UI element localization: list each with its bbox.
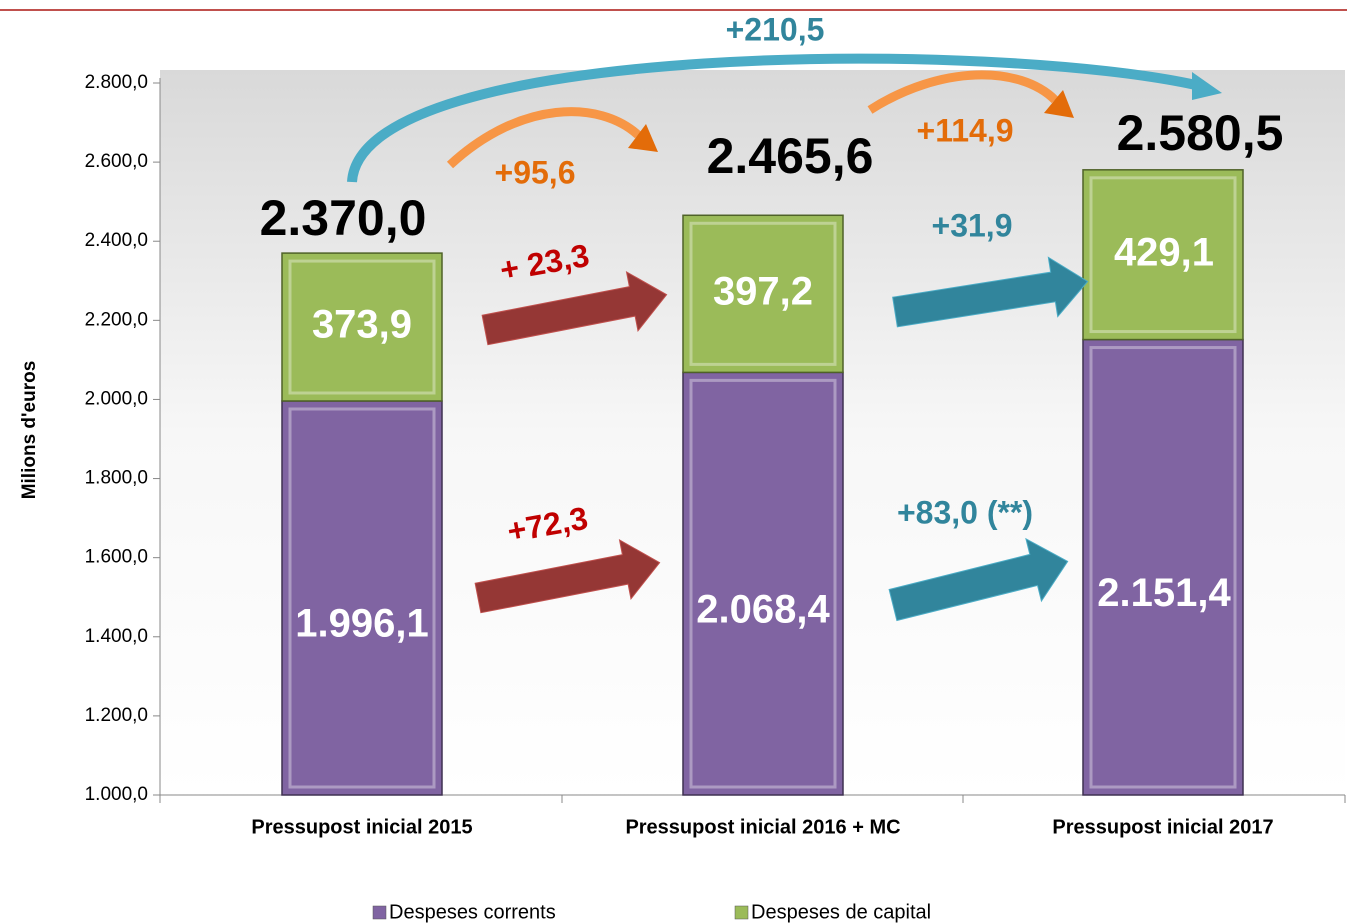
x-tick-label: Pressupost inicial 2017	[1052, 816, 1273, 838]
arc-arrow	[446, 107, 642, 169]
bar-segment	[1082, 338, 1244, 796]
value-label: 397,2	[713, 269, 813, 313]
arrow-head	[628, 124, 658, 152]
arc-arrow	[347, 53, 1202, 183]
y-tick-label: 1.400,0	[85, 626, 148, 647]
legend-swatch	[372, 905, 387, 920]
annotation: +83,0 (**)	[897, 494, 1033, 530]
bevel	[1089, 346, 1237, 789]
bevel	[1089, 176, 1237, 334]
x-tick-label: Pressupost inicial 2015	[251, 816, 472, 838]
bar-segment	[281, 252, 443, 402]
block-arrow	[888, 537, 1069, 622]
bar-segment	[682, 214, 844, 374]
annotation: +95,6	[495, 154, 576, 190]
y-tick-label: 1.800,0	[85, 468, 148, 489]
block-arrow	[892, 256, 1089, 328]
bar-segment	[682, 371, 844, 796]
value-label: 2.151,4	[1097, 571, 1231, 615]
value-label: 2.068,4	[696, 587, 830, 631]
arrow-head	[1192, 72, 1222, 100]
y-tick-label: 1.600,0	[85, 547, 148, 568]
value-label: 429,1	[1114, 230, 1214, 274]
y-axis-label: Milions d'euros	[19, 361, 40, 500]
legend-label: Despeses corrents	[389, 901, 556, 923]
bevel	[288, 407, 436, 789]
arc-arrow	[867, 70, 1059, 114]
annotation: +31,9	[932, 207, 1013, 243]
total-label: 2.580,5	[1117, 105, 1284, 161]
bar-segment	[281, 400, 443, 796]
total-label: 2.370,0	[260, 190, 427, 246]
annotation: +210,5	[726, 11, 825, 47]
value-label: 373,9	[312, 303, 412, 347]
bevel	[689, 221, 837, 366]
arrow-head	[1044, 90, 1074, 118]
legend-label: Despeses de capital	[751, 901, 931, 923]
legend-swatch	[734, 905, 749, 920]
total-label: 2.465,6	[707, 128, 874, 184]
annotation: +114,9	[917, 112, 1014, 148]
y-tick-label: 2.400,0	[85, 230, 148, 251]
arrows	[347, 53, 1222, 622]
block-arrow	[481, 270, 668, 346]
bevel	[288, 259, 436, 395]
y-tick-label: 2.200,0	[85, 309, 148, 330]
y-tick-label: 1.200,0	[85, 705, 148, 726]
block-arrow	[474, 538, 661, 614]
y-tick-label: 1.000,0	[85, 784, 148, 805]
y-tick-label: 2.000,0	[85, 388, 148, 409]
y-tick-label: 2.600,0	[85, 151, 148, 172]
bevel	[689, 378, 837, 789]
x-tick-label: Pressupost inicial 2016 + MC	[625, 816, 900, 838]
y-tick-label: 2.800,0	[85, 72, 148, 93]
bar-segment	[1082, 169, 1244, 341]
value-label: 1.996,1	[295, 602, 428, 646]
